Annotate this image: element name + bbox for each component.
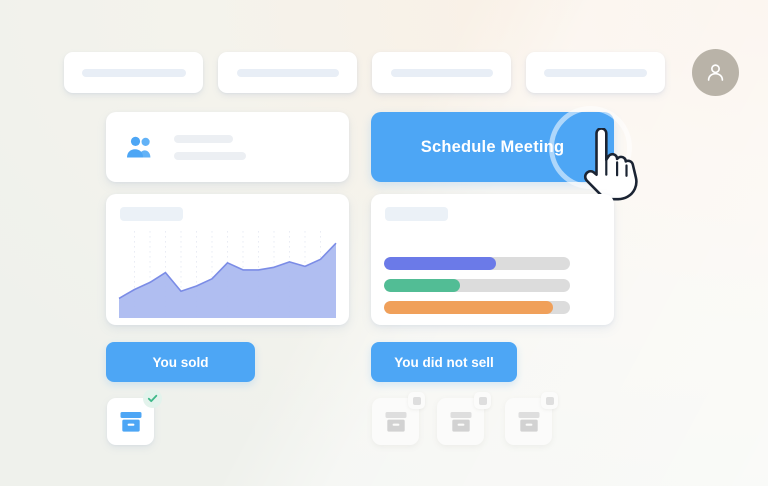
archive-box-icon	[518, 411, 539, 432]
progress-bar-blue	[384, 257, 570, 270]
contacts-line-2	[174, 151, 246, 160]
user-avatar-icon	[707, 64, 724, 81]
archive-box-1-badge	[408, 392, 425, 409]
chart-panel-title	[120, 207, 183, 221]
nav-item-2[interactable]	[218, 52, 357, 93]
progress-bar-list	[384, 257, 570, 314]
archive-box-1[interactable]	[372, 398, 419, 445]
chart-panel	[106, 194, 349, 325]
square-badge-icon	[412, 396, 421, 405]
progress-bar-orange-fill	[384, 301, 554, 314]
nav-item-2-label	[236, 68, 339, 77]
progress-bar-green-fill	[384, 279, 461, 292]
area-chart-svg	[118, 231, 337, 318]
you-sold-button[interactable]: You sold	[106, 342, 255, 382]
archive-box-check-badge	[143, 389, 162, 408]
contacts-card[interactable]	[106, 112, 349, 182]
nav-item-4-label	[544, 68, 647, 77]
contacts-card-text	[174, 134, 246, 160]
nav-item-3[interactable]	[372, 52, 511, 93]
square-badge-icon	[545, 396, 554, 405]
square-badge-icon	[478, 396, 487, 405]
archive-box-2[interactable]	[437, 398, 484, 445]
area-chart	[106, 221, 349, 325]
check-icon	[147, 394, 158, 403]
you-did-not-sell-button[interactable]: You did not sell	[371, 342, 517, 382]
progress-bar-orange	[384, 301, 570, 314]
avatar[interactable]	[692, 49, 739, 96]
progress-panel	[371, 194, 614, 325]
archive-box-3-badge	[541, 392, 558, 409]
progress-bar-green	[384, 279, 570, 292]
archive-box-icon	[450, 411, 471, 432]
group-people-icon	[127, 136, 151, 158]
nav-item-3-label	[390, 68, 493, 77]
archive-box-icon	[120, 411, 141, 432]
progress-bar-blue-fill	[384, 257, 496, 270]
archive-box-2-badge	[474, 392, 491, 409]
navbar	[64, 52, 665, 93]
schedule-meeting-button[interactable]: Schedule Meeting	[371, 112, 614, 182]
nav-item-4[interactable]	[526, 52, 665, 93]
nav-item-1[interactable]	[64, 52, 203, 93]
contacts-line-1	[174, 134, 233, 143]
archive-box-icon	[385, 411, 406, 432]
progress-panel-title	[385, 207, 448, 221]
nav-item-1-label	[81, 68, 186, 77]
